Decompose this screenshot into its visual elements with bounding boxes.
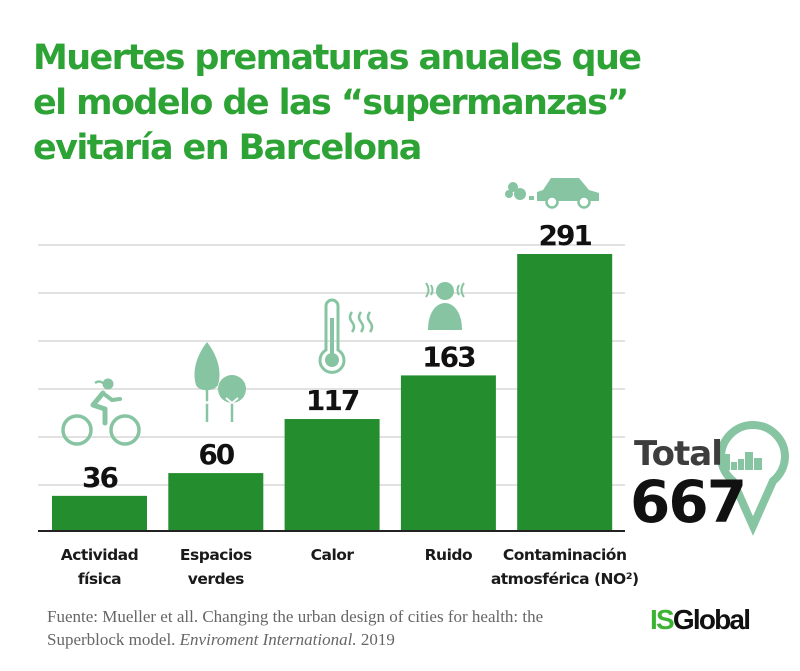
isglobal-logo: ISGlobal xyxy=(650,604,751,636)
category-label-line: atmosférica (NO²) xyxy=(491,570,639,588)
category-label-line: Calor xyxy=(311,546,355,564)
bar xyxy=(284,419,380,530)
value-labels: 36 60 117 163 291 xyxy=(82,219,593,494)
value-label: 60 xyxy=(198,438,234,471)
logo-global: Global xyxy=(672,604,751,635)
source-text: Fuente: Mueller et all. Changing the urb… xyxy=(47,607,544,649)
category-label-line: Contaminación xyxy=(503,546,627,564)
bar xyxy=(400,375,496,530)
thermometer-icon xyxy=(318,298,374,374)
source-year: 2019 xyxy=(356,630,395,649)
category-labels: Actividad física Espacios verdes Calor R… xyxy=(61,546,639,588)
location-pin-city-icon xyxy=(716,421,790,536)
bars xyxy=(52,254,613,530)
value-label: 291 xyxy=(538,219,591,252)
category-icons xyxy=(61,178,599,446)
category-label-line: Actividad xyxy=(61,546,138,564)
category-label-line: Espacios xyxy=(180,546,252,564)
title-line-1: Muertes prematuras anuales que xyxy=(33,38,642,78)
cyclist-icon xyxy=(61,378,141,446)
value-label: 163 xyxy=(422,340,475,373)
chart-title: Muertes prematuras anuales que el modelo… xyxy=(33,36,753,171)
value-label: 117 xyxy=(306,384,359,417)
total-value: 667 xyxy=(630,468,747,536)
title-line-3: evitaría en Barcelona xyxy=(33,128,422,168)
bar xyxy=(52,495,147,530)
title-line-2: el modelo de las “supermanzas” xyxy=(33,83,629,123)
source-citation: Fuente: Mueller et all. Changing the urb… xyxy=(47,605,607,651)
bar xyxy=(168,473,264,530)
category-label-line: física xyxy=(78,570,121,588)
category-label-line: Ruido xyxy=(425,546,473,564)
source-journal: Enviroment International. xyxy=(179,630,357,649)
total-label: Total xyxy=(634,434,723,474)
category-label-line: verdes xyxy=(188,570,244,588)
noise-person-icon xyxy=(425,282,465,330)
logo-is: IS xyxy=(650,604,675,635)
bar xyxy=(517,254,613,530)
trees-icon xyxy=(194,342,246,422)
car-exhaust-icon xyxy=(505,178,599,209)
value-label: 36 xyxy=(82,461,117,494)
